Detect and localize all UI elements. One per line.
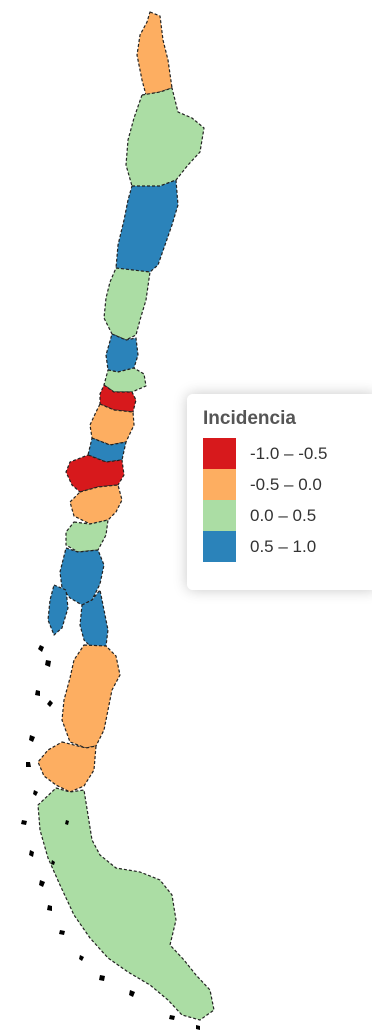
region-araucania[interactable] (69, 484, 123, 525)
legend-swatch-red (203, 438, 236, 469)
region-aysen-north[interactable] (61, 644, 121, 749)
region-valparaiso[interactable] (103, 367, 147, 393)
legend-swatch-orange (203, 469, 236, 500)
legend-item: -1.0 – -0.5 (203, 438, 372, 469)
region-arica[interactable] (136, 11, 173, 96)
map-regions (37, 11, 215, 1021)
region-chiloe-east[interactable] (79, 589, 109, 649)
legend-item: 0.0 – 0.5 (203, 500, 372, 531)
region-chiloe-islands[interactable] (47, 584, 69, 636)
region-aysen-south[interactable] (37, 741, 97, 793)
region-magallanes[interactable] (37, 787, 215, 1021)
fjords-archipelago (21, 645, 200, 1030)
region-coquimbo[interactable] (105, 333, 139, 373)
region-nuble[interactable] (87, 437, 127, 463)
legend-label: 0.5 – 1.0 (250, 536, 317, 556)
region-maule[interactable] (89, 403, 135, 446)
region-tarapaca[interactable] (125, 87, 205, 191)
legend: Incidencia -1.0 – -0.5 -0.5 – 0.0 0.0 – … (187, 394, 372, 590)
region-atacama[interactable] (103, 267, 151, 341)
legend-item: 0.5 – 1.0 (203, 531, 372, 562)
legend-item: -0.5 – 0.0 (203, 469, 372, 500)
legend-title: Incidencia (203, 408, 296, 429)
region-los-rios[interactable] (65, 519, 109, 553)
legend-label: -1.0 – -0.5 (250, 443, 328, 463)
legend-swatch-green (203, 500, 236, 531)
legend-label: -0.5 – 0.0 (250, 474, 322, 494)
region-antofagasta[interactable] (115, 179, 179, 273)
legend-swatch-blue (203, 531, 236, 562)
legend-label: 0.0 – 0.5 (250, 505, 317, 525)
